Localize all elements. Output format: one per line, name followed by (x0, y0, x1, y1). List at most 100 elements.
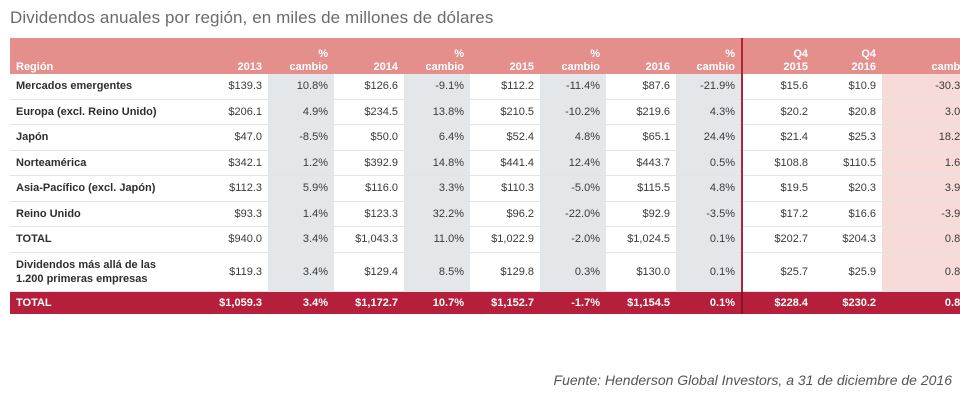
cell-change-2015: -10.2% (540, 99, 606, 125)
cell-change-2013: 1.2% (268, 150, 334, 176)
cell-2016: $115.5 (606, 175, 676, 202)
cell-2015: $129.8 (470, 252, 540, 292)
cell-change-2014: 10.7% (404, 291, 470, 314)
cell-change-2016: 4.8% (676, 175, 742, 202)
cell-change-2014: 13.8% (404, 99, 470, 125)
cell-2014: $1,043.3 (334, 226, 404, 253)
cell-2016: $92.9 (606, 201, 676, 227)
cell-change-2016: 0.1% (676, 291, 742, 314)
cell-2014: $392.9 (334, 150, 404, 176)
cell-2016: $130.0 (606, 252, 676, 292)
cell-change-2014: 6.4% (404, 124, 470, 151)
row-label: TOTAL (10, 226, 198, 253)
table-row-japon: Japón $47.0 -8.5% $50.0 6.4% $52.4 4.8% … (10, 124, 960, 151)
cell-change-2014: -9.1% (404, 74, 470, 100)
cell-2015: $52.4 (470, 124, 540, 151)
cell-q4-change: -30.3% (882, 74, 960, 100)
cell-change-2016: 0.1% (676, 252, 742, 292)
cell-q4-2016: $110.5 (814, 150, 882, 176)
cell-change-2015: 0.3% (540, 252, 606, 292)
header-2014: 2014 (334, 38, 404, 74)
cell-q4-change: 1.6% (882, 150, 960, 176)
header-q4-2015: Q4 2015 (741, 38, 814, 74)
header-pct-change: % cambio (404, 38, 470, 74)
cell-q4-2015: $17.2 (741, 201, 814, 227)
cell-change-2015: 4.8% (540, 124, 606, 151)
cell-2015: $1,152.7 (470, 291, 540, 314)
row-label: TOTAL (10, 291, 198, 314)
cell-q4-2015: $228.4 (741, 291, 814, 314)
cell-q4-2015: $20.2 (741, 99, 814, 125)
cell-2015: $1,022.9 (470, 226, 540, 253)
cell-q4-change: 3.0% (882, 99, 960, 125)
header-2016: 2016 (606, 38, 676, 74)
header-pct-change: % cambio (268, 38, 334, 74)
cell-q4-2016: $230.2 (814, 291, 882, 314)
cell-2014: $1,172.7 (334, 291, 404, 314)
cell-change-2015: -22.0% (540, 201, 606, 227)
cell-2015: $110.3 (470, 175, 540, 202)
dividends-table: Región 2013 % cambio 2014 % cambio 2015 % c… (10, 38, 960, 314)
cell-q4-change: 18.2% (882, 124, 960, 151)
cell-2013: $206.1 (198, 99, 268, 125)
cell-2013: $139.3 (198, 74, 268, 100)
header-row: Región 2013 % cambio 2014 % cambio 2015 % c… (10, 38, 960, 74)
cell-2014: $126.6 (334, 74, 404, 100)
table-row-subtotal: TOTAL $940.0 3.4% $1,043.3 11.0% $1,022.… (10, 226, 960, 253)
cell-q4-change: -3.9% (882, 201, 960, 227)
header-q4-pct-change: %cambio (882, 38, 960, 74)
cell-q4-change: 3.9% (882, 175, 960, 202)
cell-change-2015: 12.4% (540, 150, 606, 176)
cell-2013: $112.3 (198, 175, 268, 202)
cell-q4-2016: $204.3 (814, 226, 882, 253)
cell-2016: $65.1 (606, 124, 676, 151)
cell-2014: $234.5 (334, 99, 404, 125)
cell-change-2015: -5.0% (540, 175, 606, 202)
cell-2016: $1,024.5 (606, 226, 676, 253)
cell-change-2014: 8.5% (404, 252, 470, 292)
cell-q4-2016: $25.9 (814, 252, 882, 292)
header-pct-change: % cambio (676, 38, 742, 74)
cell-2015: $96.2 (470, 201, 540, 227)
cell-2013: $119.3 (198, 252, 268, 292)
cell-2016: $443.7 (606, 150, 676, 176)
cell-q4-2015: $19.5 (741, 175, 814, 202)
header-pct-change: % cambio (540, 38, 606, 74)
table-row-beyond-top-1200: Dividendos más allá de las 1.200 primeras… (10, 252, 960, 292)
table-title: Dividendos anuales por región, en miles … (10, 8, 494, 27)
cell-2013: $940.0 (198, 226, 268, 253)
cell-q4-2015: $21.4 (741, 124, 814, 151)
cell-2014: $116.0 (334, 175, 404, 202)
cell-change-2016: 0.5% (676, 150, 742, 176)
cell-2015: $112.2 (470, 74, 540, 100)
cell-change-2016: 4.3% (676, 99, 742, 125)
row-label: Asia-Pacífico (excl. Japón) (10, 175, 198, 202)
cell-q4-2015: $15.6 (741, 74, 814, 100)
cell-change-2013: 4.9% (268, 99, 334, 125)
row-label: Europa (excl. Reino Unido) (10, 99, 198, 125)
header-2015: 2015 (470, 38, 540, 74)
cell-change-2014: 3.3% (404, 175, 470, 202)
cell-change-2015: -11.4% (540, 74, 606, 100)
cell-change-2014: 14.8% (404, 150, 470, 176)
cell-2016: $1,154.5 (606, 291, 676, 314)
cell-change-2013: 1.4% (268, 201, 334, 227)
cell-change-2016: -3.5% (676, 201, 742, 227)
row-label: Japón (10, 124, 198, 151)
cell-2013: $47.0 (198, 124, 268, 151)
cell-2014: $50.0 (334, 124, 404, 151)
cell-change-2013: 5.9% (268, 175, 334, 202)
cell-q4-2015: $202.7 (741, 226, 814, 253)
cell-change-2013: 3.4% (268, 252, 334, 292)
cell-q4-2015: $25.7 (741, 252, 814, 292)
table-row-reino-unido: Reino Unido $93.3 1.4% $123.3 32.2% $96.… (10, 201, 960, 227)
cell-change-2013: 10.8% (268, 74, 334, 100)
cell-change-2013: 3.4% (268, 226, 334, 253)
cell-change-2013: -8.5% (268, 124, 334, 151)
row-label: Norteamérica (10, 150, 198, 176)
cell-2013: $93.3 (198, 201, 268, 227)
header-2013: 2013 (198, 38, 268, 74)
cell-q4-2016: $25.3 (814, 124, 882, 151)
cell-q4-change: 0.8% (882, 226, 960, 253)
source-note: Fuente: Henderson Global Investors, a 31… (553, 372, 952, 388)
